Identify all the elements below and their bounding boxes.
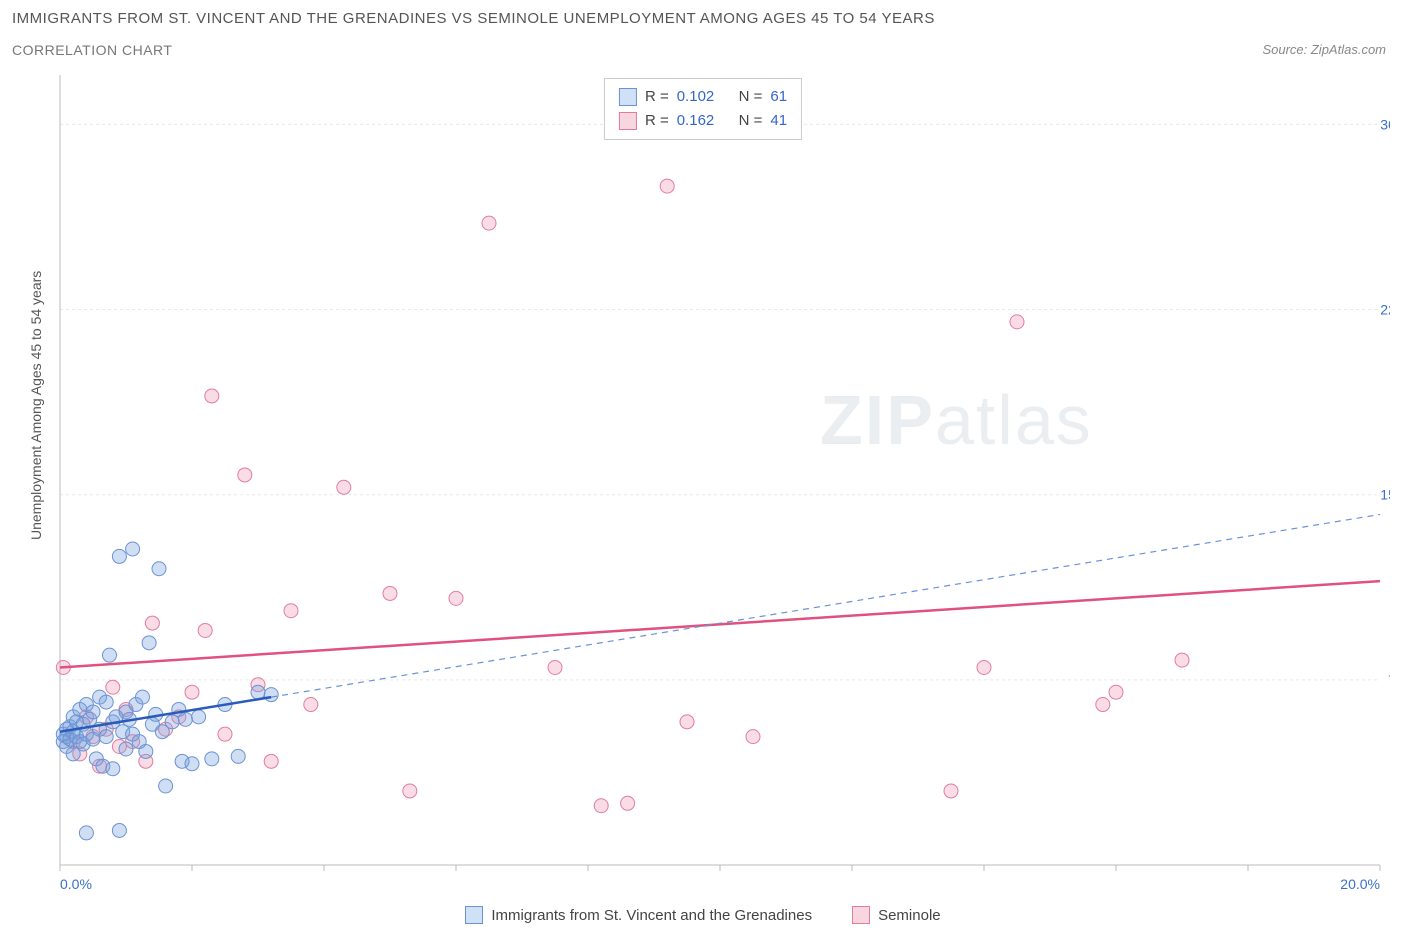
n-value: 61 — [770, 85, 787, 109]
series1-swatch-icon — [619, 88, 637, 106]
series2-swatch-icon — [852, 906, 870, 924]
chart-container: 7.5% 15.0% 22.5% 30.0% 0.0% 20.0% — [50, 75, 1390, 895]
r-value: 0.102 — [677, 85, 715, 109]
stats-legend-box: R = 0.102 N = 61 R = 0.162 N = 41 — [604, 78, 802, 140]
r-label: R = — [645, 109, 669, 133]
legend-item-series2: Seminole — [852, 906, 941, 924]
svg-text:20.0%: 20.0% — [1340, 876, 1380, 892]
n-label: N = — [739, 109, 763, 133]
y-axis-label: Unemployment Among Ages 45 to 54 years — [28, 271, 44, 540]
r-value: 0.162 — [677, 109, 715, 133]
n-label: N = — [739, 85, 763, 109]
svg-text:15.0%: 15.0% — [1380, 487, 1390, 503]
legend-label: Immigrants from St. Vincent and the Gren… — [491, 907, 812, 924]
n-value: 41 — [770, 109, 787, 133]
r-label: R = — [645, 85, 669, 109]
svg-text:0.0%: 0.0% — [60, 876, 92, 892]
svg-text:22.5%: 22.5% — [1380, 302, 1390, 318]
stats-row-series2: R = 0.162 N = 41 — [619, 109, 787, 133]
source-attribution: Source: ZipAtlas.com — [1262, 42, 1386, 57]
svg-text:30.0%: 30.0% — [1380, 116, 1390, 132]
bottom-legend: Immigrants from St. Vincent and the Gren… — [0, 906, 1406, 924]
chart-subtitle: CORRELATION CHART — [12, 42, 172, 58]
legend-item-series1: Immigrants from St. Vincent and the Gren… — [465, 906, 812, 924]
chart-title: IMMIGRANTS FROM ST. VINCENT AND THE GREN… — [12, 10, 935, 27]
series2-swatch-icon — [619, 112, 637, 130]
stats-row-series1: R = 0.102 N = 61 — [619, 85, 787, 109]
scatter-plot: 7.5% 15.0% 22.5% 30.0% 0.0% 20.0% — [50, 75, 1390, 895]
legend-label: Seminole — [878, 907, 941, 924]
series1-swatch-icon — [465, 906, 483, 924]
svg-text:7.5%: 7.5% — [1388, 672, 1390, 688]
